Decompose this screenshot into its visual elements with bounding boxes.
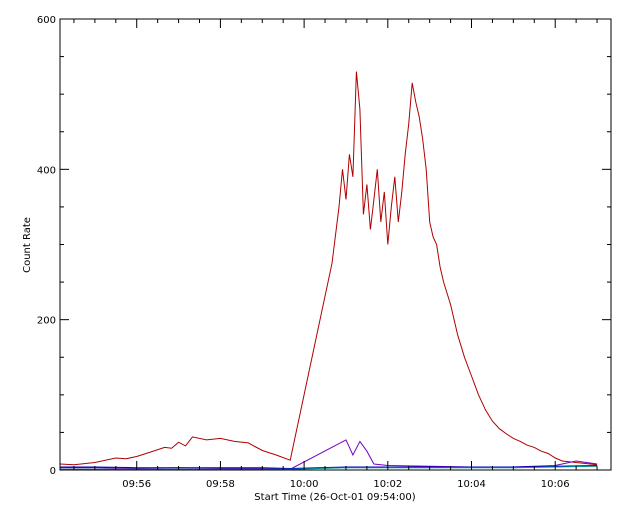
x-tick-label: 10:02 — [373, 479, 402, 490]
series-line-3 — [60, 465, 598, 470]
y-tick-label: 0 — [50, 466, 56, 477]
y-axis-label: Count Rate — [22, 217, 33, 273]
y-tick-label: 600 — [37, 15, 56, 26]
x-tick-label: 10:04 — [457, 479, 486, 490]
x-tick-label: 10:06 — [541, 479, 570, 490]
series-line-1 — [59, 71, 598, 466]
ticks-layer: 09:56 09:58 10:00 10:02 10:04 10:06 0 200 400 600 — [37, 15, 611, 490]
y-tick-label: 200 — [37, 316, 56, 327]
x-tick-label: 09:56 — [122, 479, 151, 490]
y-tick-label: 400 — [37, 165, 56, 176]
x-axis-label: Start Time (26-Oct-01 09:54:00) — [254, 492, 415, 503]
x-tick-label: 10:00 — [290, 479, 319, 490]
x-tick-label: 09:58 — [206, 479, 235, 490]
